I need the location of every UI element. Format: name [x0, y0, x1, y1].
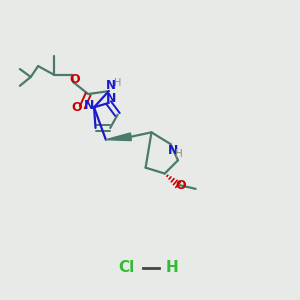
Text: N: N — [84, 99, 94, 112]
Text: N: N — [168, 144, 178, 157]
Text: H: H — [166, 260, 178, 275]
Text: H: H — [175, 149, 183, 159]
Text: O: O — [70, 73, 80, 86]
Text: N: N — [106, 79, 116, 92]
Text: O: O — [72, 101, 82, 114]
Text: H: H — [114, 78, 121, 88]
Polygon shape — [106, 133, 131, 141]
Text: N: N — [106, 92, 116, 105]
Text: Cl: Cl — [118, 260, 135, 275]
Text: O: O — [175, 179, 186, 192]
